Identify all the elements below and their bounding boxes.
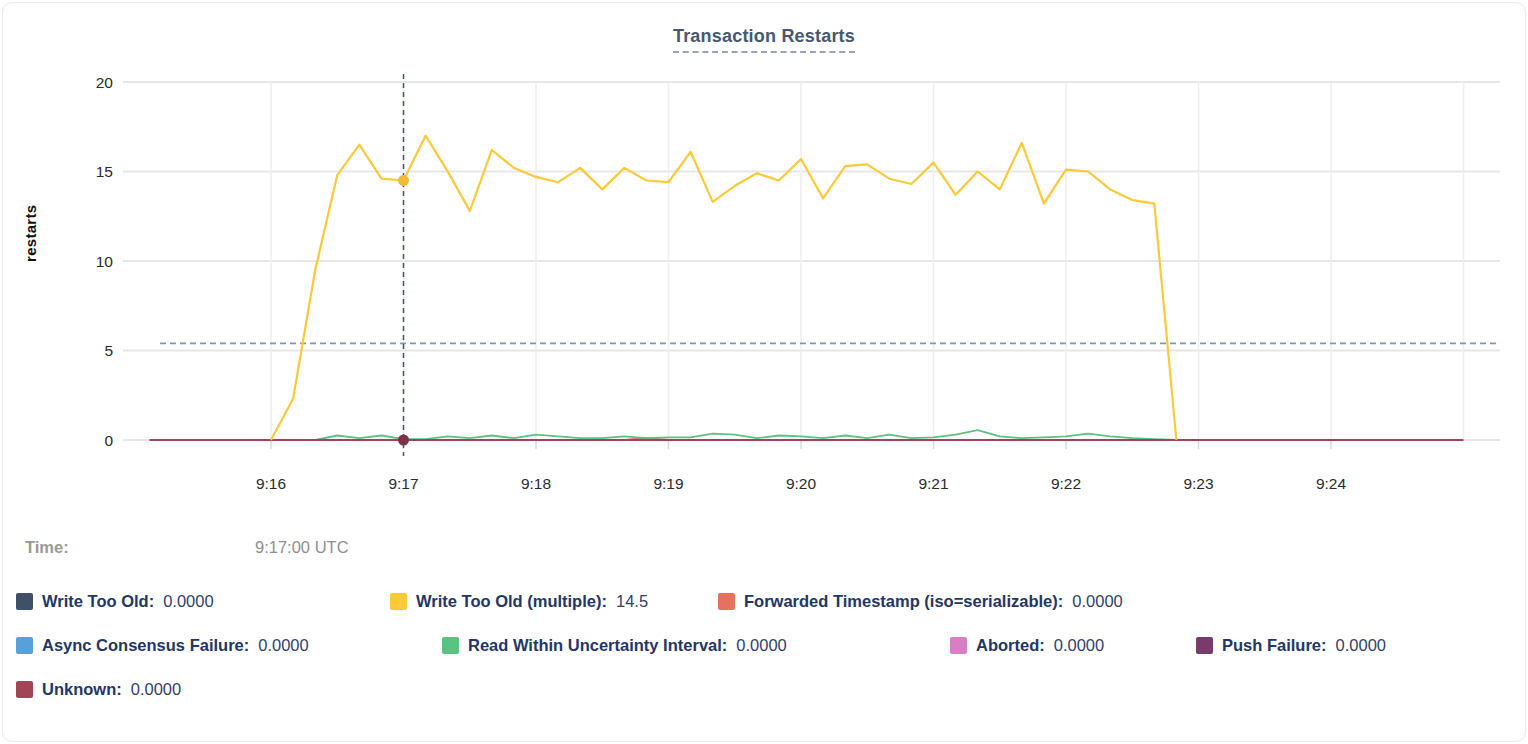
svg-text:20: 20 — [96, 74, 114, 91]
series-swatch — [950, 637, 967, 654]
series-swatch — [390, 593, 407, 610]
legend-item-unknown[interactable]: Unknown: 0.0000 — [16, 677, 181, 701]
series-label: Forwarded Timestamp (iso=serializable): — [744, 592, 1063, 611]
legend-item-write-too-old-multiple[interactable]: Write Too Old (multiple): 14.5 — [390, 589, 648, 613]
series-swatch — [442, 637, 459, 654]
legend-item-write-too-old[interactable]: Write Too Old: 0.0000 — [16, 589, 214, 613]
svg-text:9:18: 9:18 — [521, 475, 551, 492]
svg-text:0: 0 — [104, 432, 113, 449]
hover-time-row: Time: 9:17:00 UTC — [25, 538, 69, 557]
series-lines — [150, 136, 1464, 440]
series-label: Unknown: — [42, 680, 122, 699]
series-value: 0.0000 — [131, 680, 181, 699]
series-value: 0.0000 — [1072, 592, 1122, 611]
legend-item-push-failure[interactable]: Push Failure: 0.0000 — [1196, 633, 1386, 657]
svg-text:9:19: 9:19 — [653, 475, 683, 492]
series-label: Async Consensus Failure: — [42, 636, 249, 655]
series-swatch — [718, 593, 735, 610]
svg-text:9:20: 9:20 — [786, 475, 817, 492]
chart-title-row: Transaction Restarts — [0, 26, 1528, 53]
svg-text:9:16: 9:16 — [256, 475, 286, 492]
series-swatch — [16, 593, 33, 610]
legend-item-read-within-uncertainty-interval[interactable]: Read Within Uncertainty Interval: 0.0000 — [442, 633, 787, 657]
series-label: Read Within Uncertainty Interval: — [468, 636, 727, 655]
series-value: 0.0000 — [163, 592, 213, 611]
series-label: Write Too Old (multiple): — [416, 592, 607, 611]
series-value: 14.5 — [616, 592, 648, 611]
chart-plot-area[interactable]: 0 5 10 15 20 9:16 9:17 9:18 9:19 9:20 9:21 9:22 9:23… — [0, 0, 1528, 516]
svg-text:9:22: 9:22 — [1051, 475, 1081, 492]
svg-text:9:24: 9:24 — [1316, 475, 1347, 492]
series-line-4 — [315, 430, 1176, 440]
series-swatch — [16, 637, 33, 654]
legend-item-async-consensus-failure[interactable]: Async Consensus Failure: 0.0000 — [16, 633, 309, 657]
legend-row-2: Async Consensus Failure: 0.0000 Read Wit… — [0, 633, 1528, 659]
svg-text:15: 15 — [96, 163, 113, 180]
svg-text:9:21: 9:21 — [918, 475, 948, 492]
gridlines — [123, 82, 1500, 449]
series-label: Aborted: — [976, 636, 1045, 655]
hover-dot — [398, 435, 409, 446]
series-value: 0.0000 — [1336, 636, 1386, 655]
series-label: Write Too Old: — [42, 592, 154, 611]
svg-text:9:17: 9:17 — [388, 475, 418, 492]
time-value: 9:17:00 UTC — [255, 538, 349, 557]
legend-item-forwarded-timestamp[interactable]: Forwarded Timestamp (iso=serializable): … — [718, 589, 1123, 613]
svg-text:10: 10 — [96, 253, 114, 270]
series-swatch — [16, 681, 33, 698]
svg-text:5: 5 — [104, 342, 113, 359]
series-value: 0.0000 — [258, 636, 308, 655]
legend-row-3: Unknown: 0.0000 — [0, 677, 1528, 703]
hover-dot — [398, 175, 409, 186]
svg-text:9:23: 9:23 — [1183, 475, 1213, 492]
series-value: 0.0000 — [736, 636, 786, 655]
series-value: 0.0000 — [1054, 636, 1104, 655]
legend-item-aborted[interactable]: Aborted: 0.0000 — [950, 633, 1104, 657]
y-axis-label: restarts — [22, 205, 39, 262]
legend-row-1: Write Too Old: 0.0000 Write Too Old (mul… — [0, 589, 1528, 615]
series-swatch — [1196, 637, 1213, 654]
transaction-restarts-chart[interactable]: Transaction Restarts restarts 0 5 10 15 20 9:… — [0, 0, 1528, 516]
chart-title[interactable]: Transaction Restarts — [673, 26, 855, 53]
time-label: Time: — [25, 538, 69, 556]
axis-tick-labels: 0 5 10 15 20 9:16 9:17 9:18 9:19 9:20 9:21 9:22 9:23… — [96, 74, 1347, 493]
series-label: Push Failure: — [1222, 636, 1327, 655]
